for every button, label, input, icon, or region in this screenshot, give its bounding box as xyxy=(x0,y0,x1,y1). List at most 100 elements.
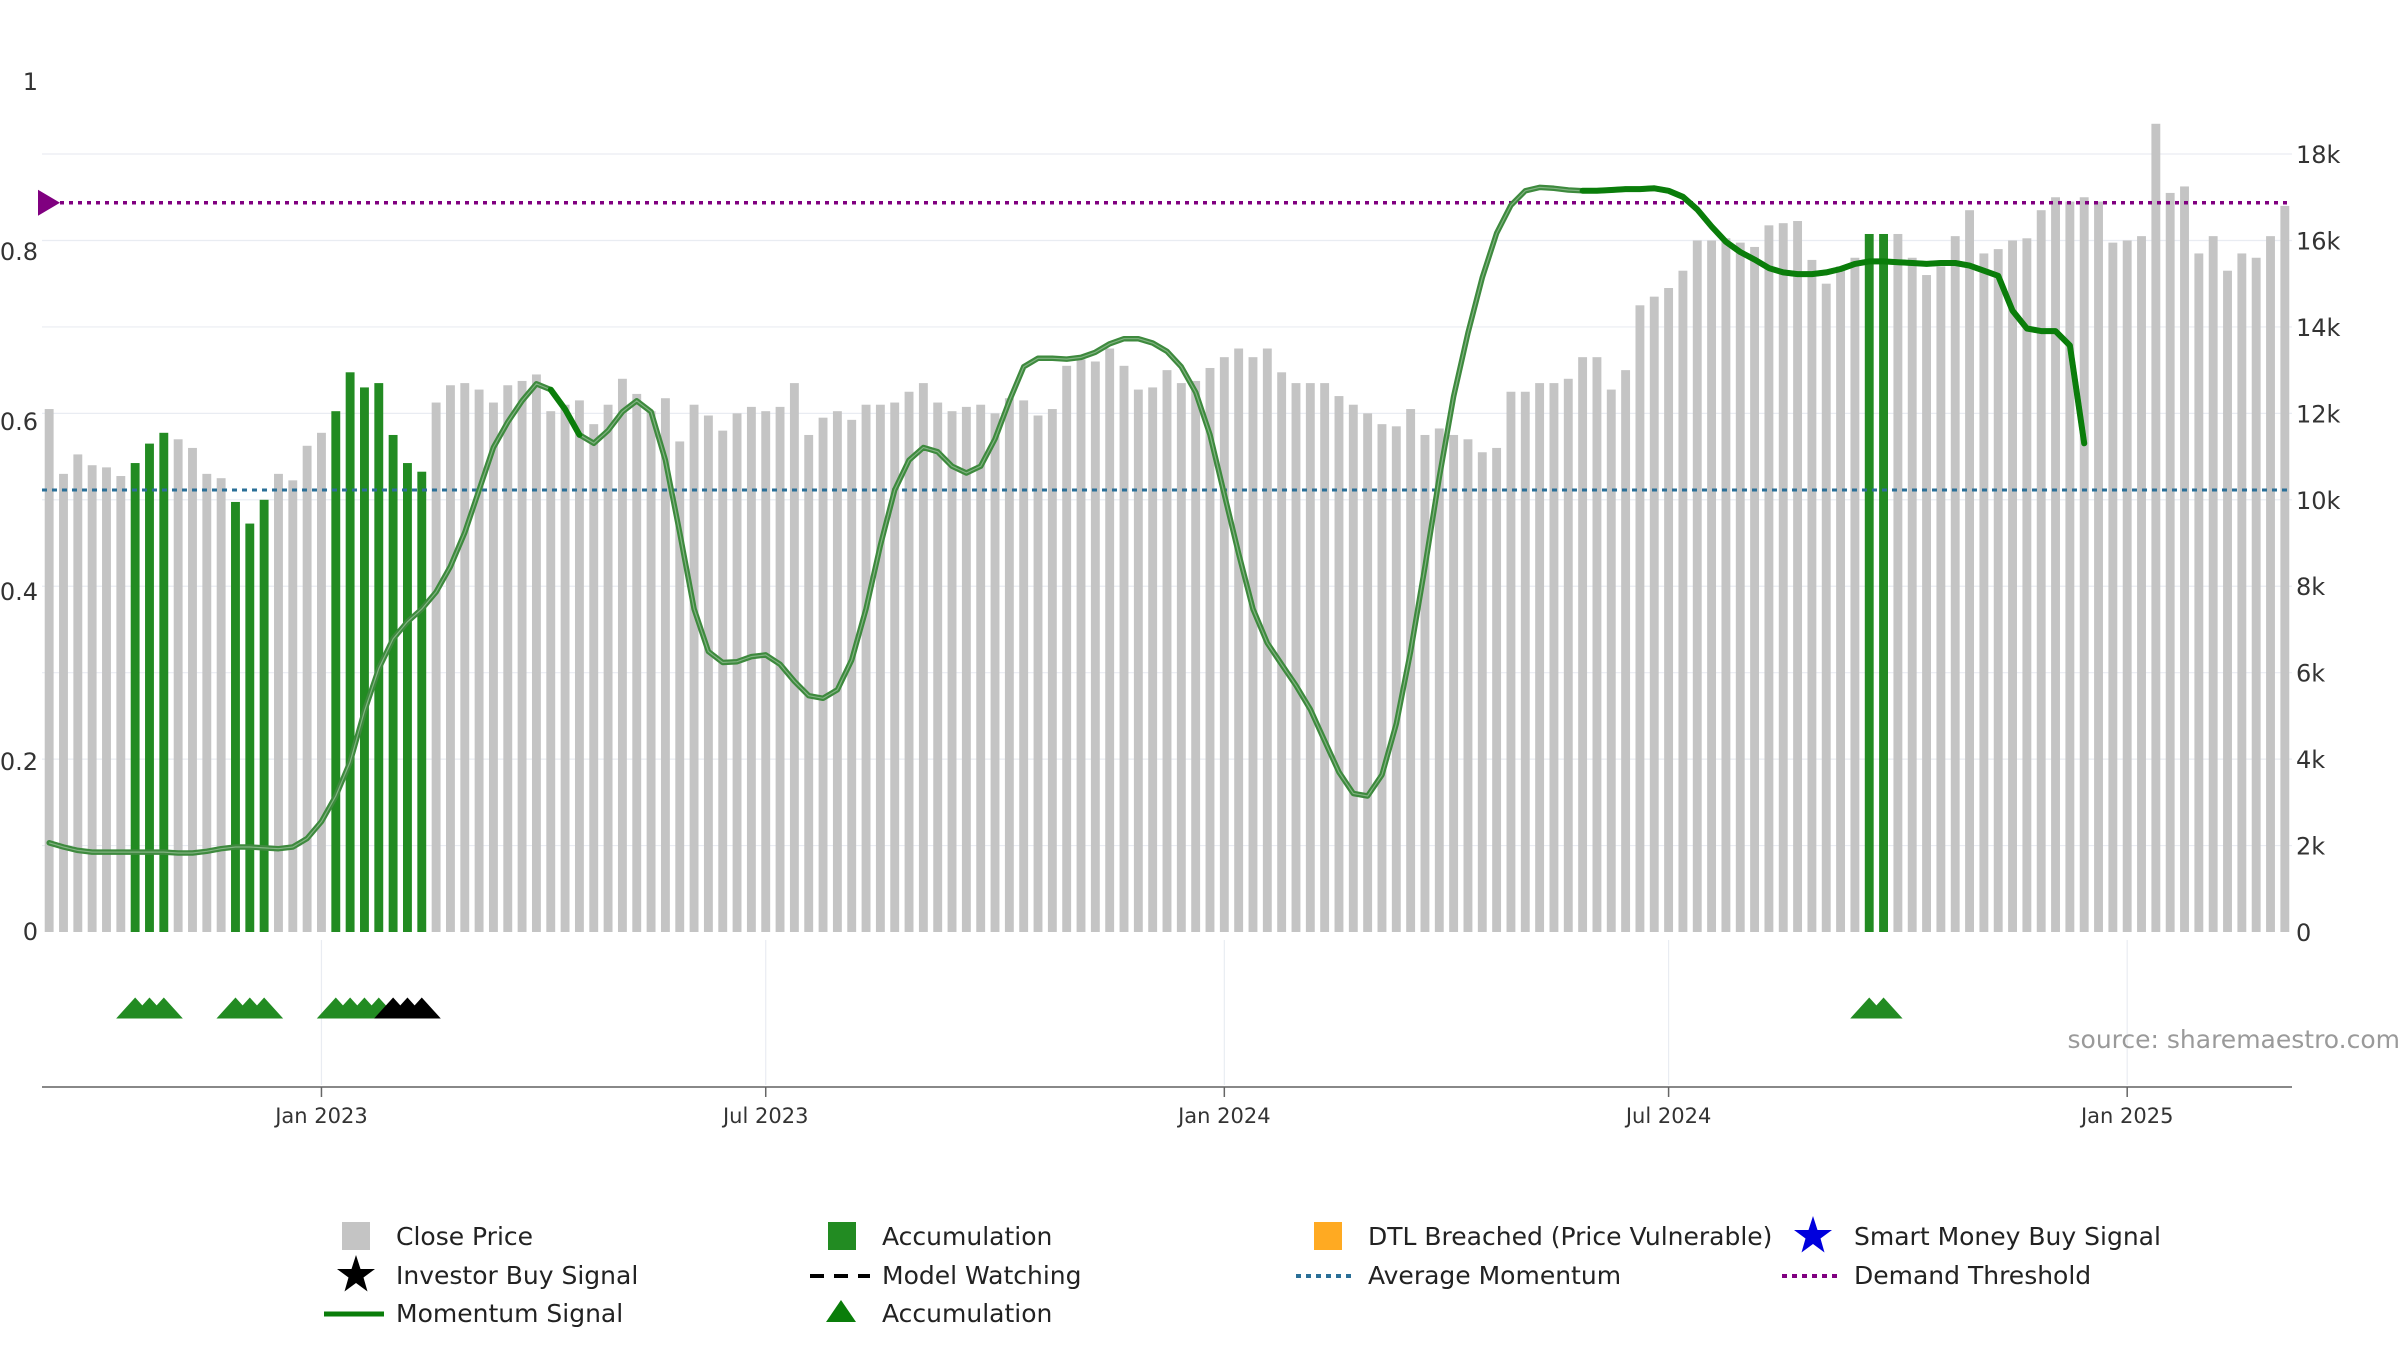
price-bar-90 xyxy=(1334,396,1344,932)
price-bar-12 xyxy=(216,478,226,932)
price-bar-108 xyxy=(1592,357,1602,932)
legend-item-accumulation-bar: Accumulation xyxy=(828,1222,1052,1251)
price-bar-63 xyxy=(947,411,957,932)
price-bar-93 xyxy=(1377,424,1387,932)
price-bar-34 xyxy=(531,374,541,932)
price-bar-37 xyxy=(574,400,584,932)
price-bar-106 xyxy=(1563,378,1573,932)
price-bar-7 xyxy=(145,443,154,932)
price-bar-19 xyxy=(317,432,326,932)
right-tick-label-6: 12k xyxy=(2296,400,2341,428)
price-bar-139 xyxy=(2036,210,2046,933)
price-bar-40 xyxy=(617,378,627,932)
price-bar-96 xyxy=(1420,434,1430,932)
price-bar-110 xyxy=(1621,370,1631,933)
x-tick-label-4: Jan 2025 xyxy=(2079,1104,2174,1128)
price-bar-46 xyxy=(703,415,713,932)
price-bar-118 xyxy=(1735,242,1745,933)
price-bar-20 xyxy=(331,411,341,932)
price-bar-119 xyxy=(1750,246,1760,933)
right-tick-label-7: 14k xyxy=(2296,314,2341,342)
legend-swatch-dtl-breached xyxy=(1314,1222,1342,1250)
price-bar-48 xyxy=(732,413,742,932)
price-bar-23 xyxy=(374,383,384,932)
price-bar-88 xyxy=(1305,383,1315,932)
price-bar-0 xyxy=(44,409,54,932)
left-tick-label-2: 0.4 xyxy=(0,578,38,606)
price-bar-82 xyxy=(1219,357,1229,932)
price-bar-45 xyxy=(689,404,699,933)
price-bar-111 xyxy=(1635,305,1645,932)
legend-item-accumulation-marker: Accumulation xyxy=(826,1299,1052,1328)
price-bar-52 xyxy=(789,383,799,932)
price-bar-154 xyxy=(2251,257,2261,932)
price-bar-146 xyxy=(2137,236,2146,932)
price-bar-35 xyxy=(546,411,556,932)
accumulation-triangle-5 xyxy=(245,997,284,1019)
price-bar-44 xyxy=(675,441,685,932)
price-bar-41 xyxy=(632,393,642,932)
left-tick-label-3: 0.6 xyxy=(0,408,38,436)
price-bar-133 xyxy=(1950,236,1960,932)
price-bar-3 xyxy=(87,465,97,932)
price-bar-33 xyxy=(517,380,527,932)
legend-triangle-icon xyxy=(826,1300,856,1322)
price-bar-95 xyxy=(1406,409,1416,932)
price-bar-6 xyxy=(130,463,140,932)
price-bar-14 xyxy=(245,523,255,932)
price-bar-69 xyxy=(1033,415,1043,932)
price-bar-148 xyxy=(2165,192,2175,933)
legend-star-black-icon xyxy=(337,1255,375,1292)
price-bar-151 xyxy=(2208,236,2218,932)
price-bar-1 xyxy=(59,473,68,932)
price-bar-10 xyxy=(188,447,197,932)
price-bar-8 xyxy=(159,432,169,932)
x-tick-label-3: Jul 2024 xyxy=(1624,1104,1711,1128)
demand-threshold-marker-icon xyxy=(38,189,60,216)
price-bar-39 xyxy=(603,404,613,933)
legend-item-demand-threshold: Demand Threshold xyxy=(1782,1261,2091,1290)
price-bar-84 xyxy=(1248,357,1258,932)
price-bar-51 xyxy=(775,406,785,933)
price-bar-26 xyxy=(417,471,427,932)
legend-item-model-watching: Model Watching xyxy=(810,1261,1082,1290)
price-bar-131 xyxy=(1922,275,1931,932)
right-tick-label-3: 6k xyxy=(2296,660,2325,688)
price-bar-145 xyxy=(2122,240,2132,932)
price-bar-123 xyxy=(1807,259,1817,932)
x-tick-label-2: Jan 2024 xyxy=(1176,1104,1271,1128)
price-bar-68 xyxy=(1019,400,1029,932)
legend-label-momentum-signal: Momentum Signal xyxy=(396,1299,623,1328)
price-bar-71 xyxy=(1062,365,1072,932)
price-bar-109 xyxy=(1606,389,1616,933)
price-bar-104 xyxy=(1535,383,1545,932)
price-bar-101 xyxy=(1492,447,1502,932)
right-tick-label-0: 0 xyxy=(2296,919,2311,947)
price-bar-142 xyxy=(2079,197,2089,932)
price-bar-72 xyxy=(1076,359,1086,932)
price-bar-67 xyxy=(1004,398,1014,932)
price-bar-87 xyxy=(1291,383,1301,932)
price-bar-107 xyxy=(1578,357,1588,932)
price-bar-122 xyxy=(1793,221,1803,932)
price-bar-28 xyxy=(445,385,455,932)
price-bar-152 xyxy=(2223,270,2232,932)
left-tick-label-5: 1 xyxy=(23,68,38,96)
legend-item-momentum-signal: Momentum Signal xyxy=(324,1299,623,1328)
x-tick-label-0: Jan 2023 xyxy=(273,1104,368,1128)
price-bar-61 xyxy=(918,383,928,932)
price-bar-89 xyxy=(1320,383,1330,932)
price-bar-11 xyxy=(202,473,212,932)
price-bar-102 xyxy=(1506,391,1516,932)
price-bar-98 xyxy=(1449,434,1459,932)
momentum-line-strong-0 xyxy=(547,386,583,438)
price-bar-81 xyxy=(1205,367,1215,933)
price-bar-127 xyxy=(1864,233,1874,933)
price-bar-59 xyxy=(890,402,900,932)
price-bar-30 xyxy=(474,389,484,933)
price-bar-2 xyxy=(73,454,83,932)
price-bar-43 xyxy=(660,398,670,932)
price-bar-116 xyxy=(1707,240,1717,932)
price-bar-57 xyxy=(861,404,871,933)
price-bar-105 xyxy=(1549,383,1559,932)
